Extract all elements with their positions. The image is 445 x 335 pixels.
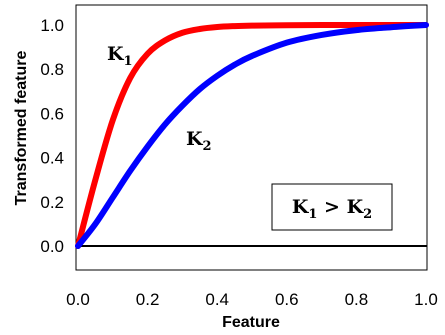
y-tick-label: 0.6 (40, 104, 64, 123)
series-label-k1-main: K (107, 43, 125, 65)
annotation-k2-sub: 2 (363, 207, 372, 222)
y-tick-label: 1.0 (40, 16, 64, 35)
series-label-k2-main: K (186, 128, 204, 150)
annotation-k2-main: K (347, 196, 365, 218)
x-tick-label: 0.6 (275, 290, 299, 309)
annotation-k1-main: K (292, 196, 310, 218)
series-label-k1-sub: 1 (124, 54, 133, 69)
annotation-box: K1 > K2 (272, 184, 392, 230)
series-label-k2-sub: 2 (203, 139, 212, 154)
x-ticks: 0.0 0.2 0.4 0.6 0.8 1.0 (66, 290, 438, 309)
x-tick-label: 0.2 (136, 290, 160, 309)
y-axis-label: Transformed feature (13, 51, 30, 206)
x-axis-label: Feature (222, 314, 280, 331)
annotation-k1-sub: 1 (308, 207, 317, 222)
y-tick-label: 0.4 (40, 149, 64, 168)
annotation-op: > (317, 196, 346, 218)
y-tick-label: 0.8 (40, 60, 64, 79)
y-ticks: 0.0 0.2 0.4 0.6 0.8 1.0 (40, 16, 64, 256)
x-tick-label: 0.0 (66, 290, 90, 309)
x-tick-label: 0.8 (345, 290, 369, 309)
y-tick-label: 0.0 (40, 237, 64, 256)
y-tick-label: 0.2 (40, 193, 64, 212)
x-tick-label: 0.4 (205, 290, 229, 309)
x-tick-label: 1.0 (414, 290, 438, 309)
